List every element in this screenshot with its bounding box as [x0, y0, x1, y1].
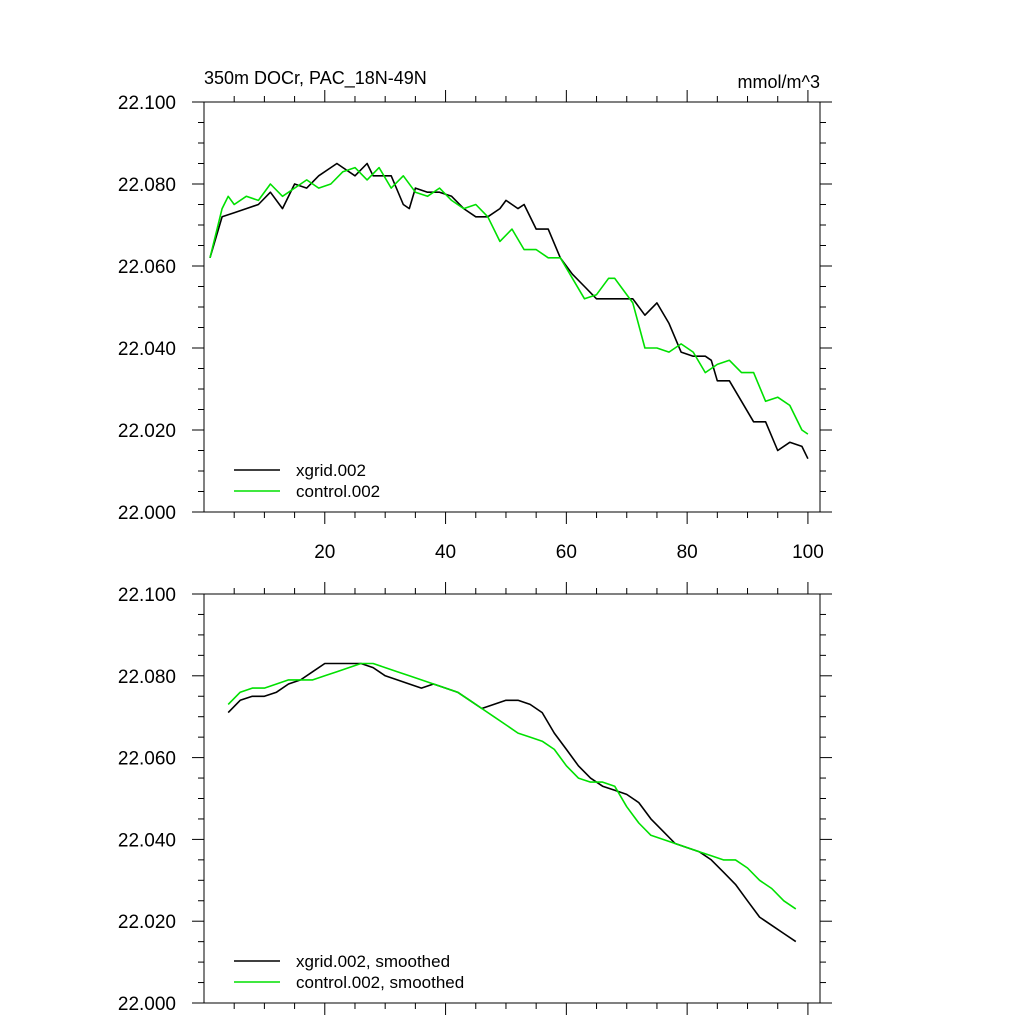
- y-tick-label: 22.080: [118, 175, 176, 196]
- x-tick-label: 100: [792, 542, 824, 563]
- x-tick-label: 80: [677, 542, 698, 563]
- units-label: mmol/m^3: [738, 72, 820, 92]
- y-tick-label: 22.100: [118, 585, 176, 606]
- series-line-control: [209, 166, 809, 435]
- y-tick-label: 22.020: [118, 421, 176, 442]
- chart-title: 350m DOCr, PAC_18N-49N: [204, 68, 427, 89]
- y-tick-label: 22.040: [118, 339, 176, 360]
- x-tick-label: 60: [556, 542, 577, 563]
- plot-frame: [203, 593, 821, 1004]
- x-tick-label: 40: [435, 542, 456, 563]
- legend-label: control.002: [296, 482, 380, 501]
- y-tick-label: 22.100: [118, 93, 176, 114]
- legend-label: control.002, smoothed: [296, 973, 464, 992]
- series-line-xgrid: [227, 662, 797, 943]
- series-line-control: [227, 662, 797, 910]
- y-tick-label: 22.020: [118, 912, 176, 933]
- y-tick-label: 22.040: [118, 830, 176, 851]
- bottom-chart-panel: 22.000 22.020 22.040 22.060 22.080 22.100 xgri…: [118, 582, 832, 1015]
- top-chart-panel: 20 40 60 80 100 22.000 22.020 22.040 22.060 22.08…: [118, 68, 832, 563]
- legend-label: xgrid.002, smoothed: [296, 952, 450, 971]
- y-tick-label: 22.060: [118, 257, 176, 278]
- series-line-xgrid: [209, 162, 809, 460]
- y-tick-label: 22.060: [118, 749, 176, 770]
- legend-label: xgrid.002: [296, 461, 366, 480]
- x-tick-label: 20: [314, 542, 335, 563]
- y-tick-label: 22.000: [118, 994, 176, 1015]
- plot-frame: [203, 101, 821, 513]
- y-tick-label: 22.000: [118, 503, 176, 524]
- y-tick-label: 22.080: [118, 667, 176, 688]
